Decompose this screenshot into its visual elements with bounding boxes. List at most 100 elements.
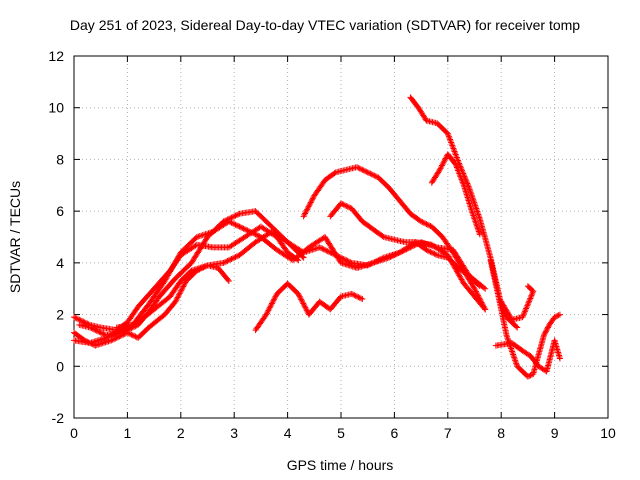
data-point [428, 249, 435, 256]
data-point [481, 305, 488, 312]
data-marks [71, 94, 563, 380]
data-point [229, 220, 236, 227]
data-point [474, 209, 481, 216]
y-tick-label: 4 [56, 255, 64, 271]
data-point [526, 298, 533, 305]
data-point [174, 294, 181, 301]
data-point [448, 141, 455, 148]
data-point [331, 170, 338, 177]
data-point [270, 297, 277, 304]
data-point [73, 315, 80, 322]
data-point [440, 159, 447, 166]
data-point [431, 250, 438, 257]
data-point [437, 165, 444, 172]
series-track-i [407, 94, 521, 331]
data-point [504, 333, 511, 340]
data-point [452, 150, 459, 157]
data-point [109, 336, 116, 343]
data-point [76, 316, 83, 323]
data-point [407, 244, 414, 251]
data-point [457, 174, 464, 181]
data-point [452, 161, 459, 168]
data-point [555, 312, 562, 319]
data-point [391, 252, 398, 259]
data-point [551, 314, 558, 321]
data-point [444, 130, 451, 137]
data-point [266, 304, 273, 311]
data-point [224, 276, 231, 283]
data-point [422, 220, 429, 227]
data-point [303, 306, 310, 313]
data-point [448, 139, 455, 146]
data-point [325, 248, 332, 255]
data-point [370, 171, 377, 178]
data-point [474, 224, 481, 231]
data-point [301, 303, 308, 310]
data-point [233, 253, 240, 260]
data-point [467, 189, 474, 196]
data-point [263, 310, 270, 317]
data-point [297, 295, 304, 302]
data-point [172, 298, 179, 305]
x-tick-label: 9 [551, 425, 559, 441]
data-point [439, 161, 446, 168]
data-point [338, 200, 344, 207]
data-point [477, 296, 484, 303]
data-point [249, 230, 256, 237]
data-point [348, 290, 355, 297]
data-point [304, 206, 311, 213]
data-point [200, 264, 207, 271]
data-point [438, 163, 445, 170]
data-point [419, 219, 426, 226]
data-point [358, 295, 365, 302]
data-point [540, 332, 547, 339]
y-tick-label: 0 [56, 358, 64, 374]
data-point [423, 246, 430, 253]
data-point [201, 263, 208, 270]
data-point [316, 244, 323, 251]
data-point [470, 212, 477, 219]
data-point [526, 296, 533, 303]
data-point [123, 327, 130, 334]
data-point [85, 339, 92, 346]
data-point [404, 245, 411, 252]
data-point [300, 300, 307, 307]
data-point [324, 248, 331, 255]
data-point [178, 286, 185, 293]
data-point [268, 300, 275, 307]
data-point [482, 306, 489, 313]
data-point [395, 250, 402, 257]
data-point [303, 307, 310, 314]
data-point [225, 257, 232, 264]
data-point [176, 290, 183, 297]
data-point [473, 207, 480, 214]
data-point [83, 319, 90, 326]
data-point [390, 252, 397, 259]
series-track-f [252, 280, 366, 334]
data-point [235, 223, 242, 230]
data-point [340, 201, 347, 208]
data-point [127, 330, 134, 337]
data-point [358, 166, 365, 173]
data-point [451, 148, 458, 155]
data-point [307, 200, 314, 207]
data-point [527, 295, 534, 302]
data-point [544, 324, 551, 331]
data-point [472, 204, 479, 211]
data-point [295, 292, 302, 299]
data-point [360, 167, 367, 174]
data-point [472, 202, 479, 209]
data-point [447, 138, 454, 145]
data-point [475, 228, 482, 235]
x-tick-label: 1 [124, 425, 132, 441]
data-point [430, 250, 437, 257]
data-point [480, 303, 487, 310]
data-point [527, 294, 534, 301]
data-point [468, 190, 475, 197]
data-point [473, 205, 480, 212]
data-point [454, 156, 461, 163]
data-point [544, 325, 551, 332]
x-tick-label: 6 [391, 425, 399, 441]
data-point [350, 291, 357, 298]
data-point [368, 171, 375, 178]
